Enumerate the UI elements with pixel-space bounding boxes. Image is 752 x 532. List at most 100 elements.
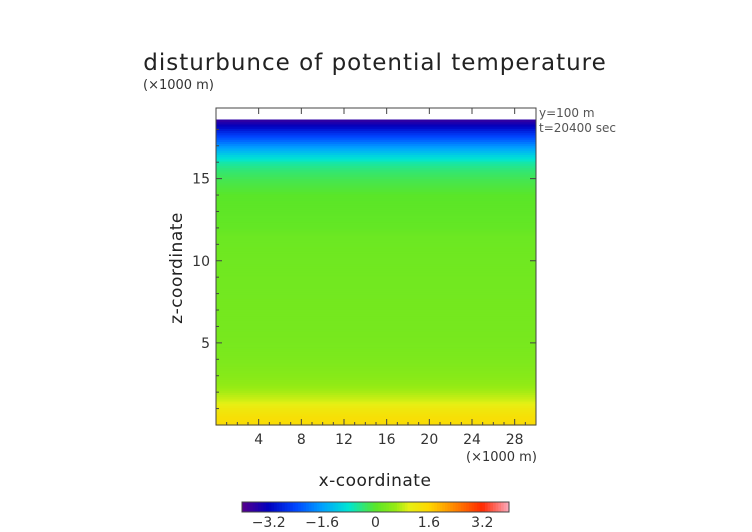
heatmap-band (216, 318, 536, 321)
heatmap-band (216, 263, 536, 267)
heatmap-band (216, 403, 536, 406)
heatmap-band (216, 145, 536, 149)
heatmap-band (216, 283, 536, 286)
heatmap-band (216, 394, 536, 398)
heatmap-band (216, 411, 536, 415)
colorbar-tick-label: 3.2 (471, 515, 493, 531)
heatmap-band (216, 226, 536, 230)
colorbar-cell (386, 502, 390, 512)
heatmap-band (216, 298, 536, 302)
y-unit-label: (×1000 m) (143, 78, 214, 93)
heatmap-band (216, 392, 536, 396)
y-axis: 5 10 15 (192, 128, 536, 410)
colorbar-cell (442, 502, 446, 512)
heatmap-band (216, 311, 536, 315)
heatmap-band (216, 126, 536, 129)
heatmap-band (216, 246, 536, 249)
heatmap-band (216, 414, 536, 417)
heatmap-band (216, 381, 536, 385)
colorbar-cell (495, 502, 499, 512)
heatmap-band (216, 315, 536, 319)
heatmap-band (216, 165, 536, 169)
colorbar-cell (346, 502, 350, 512)
colorbar-cell (292, 502, 296, 512)
heatmap-band (216, 344, 536, 348)
heatmap-band (216, 167, 536, 171)
heatmap-band (216, 219, 536, 223)
heatmap-band (216, 374, 536, 378)
heatmap-band (216, 366, 536, 369)
annotation-time: t=20400 sec (539, 121, 616, 135)
colorbar-cell (351, 502, 355, 512)
heatmap-band (216, 252, 536, 256)
heatmap-band (216, 280, 536, 284)
colorbar-cell (375, 502, 379, 512)
colorbar-cell (271, 502, 275, 512)
heatmap-band (216, 278, 536, 282)
heatmap-band (216, 405, 536, 409)
colorbar-cell (436, 502, 441, 512)
colorbar-cell (316, 502, 320, 512)
colorbar-cell (274, 502, 278, 512)
colorbar-cell (410, 502, 414, 512)
heatmap-band (216, 195, 536, 199)
heatmap-band (216, 232, 536, 236)
colorbar-cell (463, 502, 467, 512)
heatmap-band (216, 121, 536, 125)
colorbar-cell (378, 502, 382, 512)
heatmap-band (216, 248, 536, 252)
heatmap-band (216, 213, 536, 217)
heatmap-band (216, 387, 536, 391)
colorbar-cell (490, 502, 494, 512)
heatmap-band (216, 357, 536, 361)
heatmap-band (216, 331, 536, 334)
heatmap-band (216, 396, 536, 400)
heatmap-band (216, 372, 536, 376)
colorbar-cell (252, 502, 256, 512)
heatmap-band (216, 202, 536, 206)
heatmap-band (216, 267, 536, 271)
y-axis-label: z-coordinate (167, 212, 187, 324)
heatmap-band (216, 355, 536, 358)
colorbar-cell (327, 502, 331, 512)
colorbar-tick-label: −3.2 (252, 515, 286, 531)
heatmap-band (216, 363, 536, 367)
heatmap-band (216, 379, 536, 382)
x-tick-label: 28 (506, 432, 524, 448)
colorbar-cell (484, 502, 489, 512)
heatmap-band (216, 147, 536, 151)
colorbar-tick-label: 0 (371, 515, 380, 531)
heatmap-band (216, 182, 536, 186)
colorbar-cell (415, 502, 419, 512)
colorbar-cell (295, 502, 299, 512)
colorbar-cell (250, 502, 254, 512)
chart-title: disturbunce of potential temperature (143, 50, 607, 76)
colorbar-cell (367, 502, 371, 512)
colorbar-cell (388, 502, 393, 512)
colorbar-cell (479, 502, 483, 512)
colorbar-cell (431, 502, 435, 512)
colorbar-cell (348, 502, 352, 512)
colorbar-cell (444, 502, 449, 512)
x-tick-label: 24 (463, 432, 481, 448)
colorbar-cell (322, 502, 326, 512)
heatmap-band (216, 193, 536, 197)
heatmap-band (216, 418, 536, 422)
x-unit-label: (×1000 m) (466, 450, 537, 465)
colorbar-cell (492, 502, 497, 512)
heatmap-band (216, 333, 536, 337)
colorbar-frame (241, 501, 510, 513)
colorbar-cell (287, 502, 291, 512)
y-tick-label: 5 (201, 336, 210, 352)
heatmap-band (216, 206, 536, 210)
heatmap-band (216, 272, 536, 276)
colorbar-cell (362, 502, 366, 512)
colorbar-cell (298, 502, 302, 512)
heatmap-band (216, 154, 536, 158)
colorbar-cell (319, 502, 323, 512)
colorbar-cell (452, 502, 457, 512)
heatmap-band (216, 230, 536, 234)
heatmap-band (216, 304, 536, 308)
colorbar-cell (404, 502, 409, 512)
colorbar-cell (458, 502, 462, 512)
